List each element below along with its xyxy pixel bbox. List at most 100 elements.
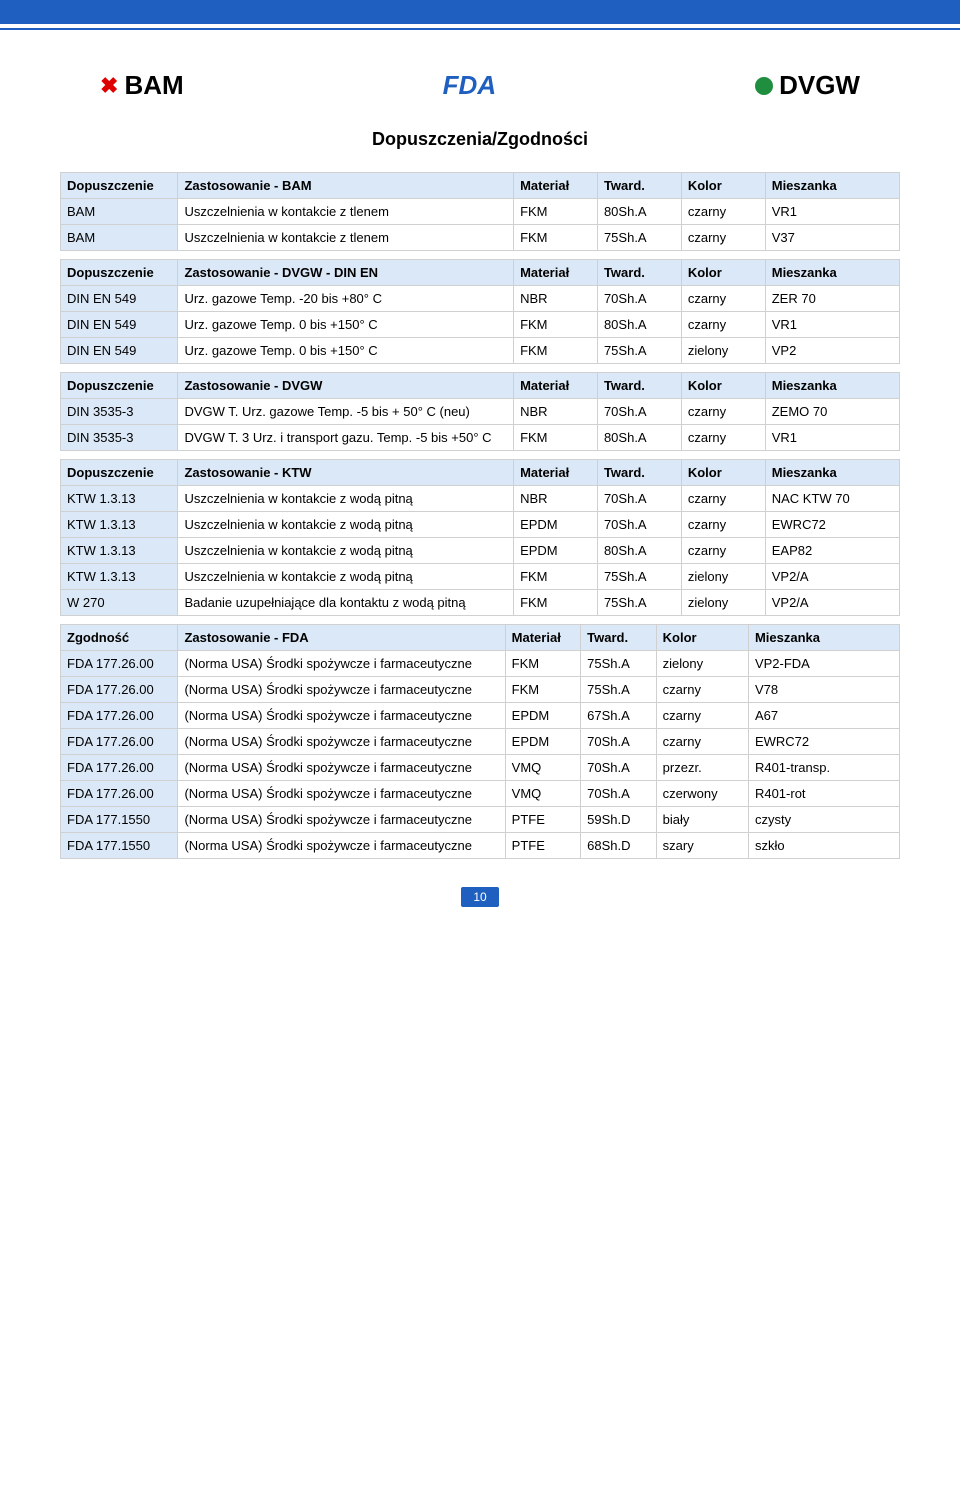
cell: 80Sh.A [597, 538, 681, 564]
cell: KTW 1.3.13 [61, 538, 178, 564]
cell: czerwony [656, 781, 748, 807]
cell: DIN EN 549 [61, 286, 178, 312]
cell: czarny [656, 729, 748, 755]
cell: ZER 70 [765, 286, 899, 312]
tbl_dvgw_din: DopuszczenieZastosowanie - DVGW - DIN EN… [60, 259, 900, 364]
cell: Uszczelnienia w kontakcie z tlenem [178, 199, 514, 225]
cell: (Norma USA) Środki spożywcze i farmaceut… [178, 755, 505, 781]
bam-x-icon: ✖ [100, 73, 118, 99]
cell: VR1 [765, 199, 899, 225]
dvgw-dot-icon [755, 77, 773, 95]
logo-fda: FDA [443, 70, 496, 101]
cell: FDA 177.1550 [61, 807, 178, 833]
cell: DVGW T. Urz. gazowe Temp. -5 bis + 50° C… [178, 399, 514, 425]
table-row: KTW 1.3.13Uszczelnienia w kontakcie z wo… [61, 538, 900, 564]
col-header: Kolor [681, 173, 765, 199]
cell: czarny [656, 677, 748, 703]
cell: VP2-FDA [748, 651, 899, 677]
cell: EWRC72 [748, 729, 899, 755]
cell: DIN 3535-3 [61, 425, 178, 451]
cell: 80Sh.A [597, 425, 681, 451]
cell: zielony [681, 590, 765, 616]
cell: zielony [656, 651, 748, 677]
col-header: Dopuszczenie [61, 260, 178, 286]
cell: PTFE [505, 807, 581, 833]
cell: FDA 177.26.00 [61, 677, 178, 703]
cell: Urz. gazowe Temp. 0 bis +150° C [178, 338, 514, 364]
cell: 70Sh.A [597, 512, 681, 538]
cell: VR1 [765, 425, 899, 451]
cell: zielony [681, 564, 765, 590]
cell: A67 [748, 703, 899, 729]
col-header: Zgodność [61, 625, 178, 651]
cell: KTW 1.3.13 [61, 486, 178, 512]
cell: FDA 177.26.00 [61, 729, 178, 755]
cell: VMQ [505, 755, 581, 781]
cell: FDA 177.26.00 [61, 651, 178, 677]
cell: R401-rot [748, 781, 899, 807]
cell: 75Sh.A [581, 651, 657, 677]
cell: czarny [681, 486, 765, 512]
cell: czarny [681, 225, 765, 251]
col-header: Materiał [514, 173, 598, 199]
page-content: ✖ BAM FDA DVGW Dopuszczenia/Zgodności Do… [0, 30, 960, 937]
cell: (Norma USA) Środki spożywcze i farmaceut… [178, 677, 505, 703]
table-dvgw-wrap: DopuszczenieZastosowanie - DVGWMateriałT… [60, 372, 900, 451]
table-row: BAMUszczelnienia w kontakcie z tlenemFKM… [61, 225, 900, 251]
table-fda-wrap: ZgodnośćZastosowanie - FDAMateriałTward.… [60, 624, 900, 859]
col-header: Kolor [681, 260, 765, 286]
cell: FDA 177.26.00 [61, 781, 178, 807]
col-header: Mieszanka [765, 173, 899, 199]
cell: FKM [514, 199, 598, 225]
cell: FKM [514, 564, 598, 590]
cell: 70Sh.A [597, 399, 681, 425]
cell: Badanie uzupełniające dla kontaktu z wod… [178, 590, 514, 616]
cell: 70Sh.A [581, 755, 657, 781]
col-header: Mieszanka [765, 460, 899, 486]
col-header: Mieszanka [765, 373, 899, 399]
table-row: KTW 1.3.13Uszczelnienia w kontakcie z wo… [61, 512, 900, 538]
table-ktw-wrap: DopuszczenieZastosowanie - KTWMateriałTw… [60, 459, 900, 616]
col-header: Dopuszczenie [61, 373, 178, 399]
logo-dvgw-text: DVGW [779, 70, 860, 101]
col-header: Tward. [597, 460, 681, 486]
cell: 70Sh.A [597, 286, 681, 312]
cell: (Norma USA) Środki spożywcze i farmaceut… [178, 781, 505, 807]
cell: Uszczelnienia w kontakcie z wodą pitną [178, 538, 514, 564]
col-header: Tward. [597, 260, 681, 286]
cell: ZEMO 70 [765, 399, 899, 425]
table-row: DIN EN 549Urz. gazowe Temp. -20 bis +80°… [61, 286, 900, 312]
cell: EPDM [505, 703, 581, 729]
table-row: W 270Badanie uzupełniające dla kontaktu … [61, 590, 900, 616]
cell: 70Sh.A [581, 729, 657, 755]
col-header: Kolor [681, 460, 765, 486]
table-row: DIN 3535-3DVGW T. 3 Urz. i transport gaz… [61, 425, 900, 451]
cell: EPDM [505, 729, 581, 755]
cell: Urz. gazowe Temp. -20 bis +80° C [178, 286, 514, 312]
table-row: FDA 177.26.00(Norma USA) Środki spożywcz… [61, 703, 900, 729]
logo-fda-text: FDA [443, 70, 496, 100]
table-row: FDA 177.26.00(Norma USA) Środki spożywcz… [61, 677, 900, 703]
col-header: Kolor [656, 625, 748, 651]
cell: V37 [765, 225, 899, 251]
cell: (Norma USA) Środki spożywcze i farmaceut… [178, 729, 505, 755]
table-row: BAMUszczelnienia w kontakcie z tlenemFKM… [61, 199, 900, 225]
cell: szkło [748, 833, 899, 859]
cell: NAC KTW 70 [765, 486, 899, 512]
cell: szary [656, 833, 748, 859]
table-row: FDA 177.26.00(Norma USA) Środki spożywcz… [61, 755, 900, 781]
cell: Uszczelnienia w kontakcie z wodą pitną [178, 564, 514, 590]
col-header: Kolor [681, 373, 765, 399]
tbl_bam: DopuszczenieZastosowanie - BAMMateriałTw… [60, 172, 900, 251]
cell: Urz. gazowe Temp. 0 bis +150° C [178, 312, 514, 338]
table-row: KTW 1.3.13Uszczelnienia w kontakcie z wo… [61, 486, 900, 512]
cell: EAP82 [765, 538, 899, 564]
col-header: Dopuszczenie [61, 460, 178, 486]
logo-bam-text: BAM [124, 70, 183, 101]
cell: 70Sh.A [581, 781, 657, 807]
cell: W 270 [61, 590, 178, 616]
cell: FKM [505, 651, 581, 677]
logo-dvgw: DVGW [755, 70, 860, 101]
page-number-wrap: 10 [60, 887, 900, 907]
cell: FKM [514, 338, 598, 364]
